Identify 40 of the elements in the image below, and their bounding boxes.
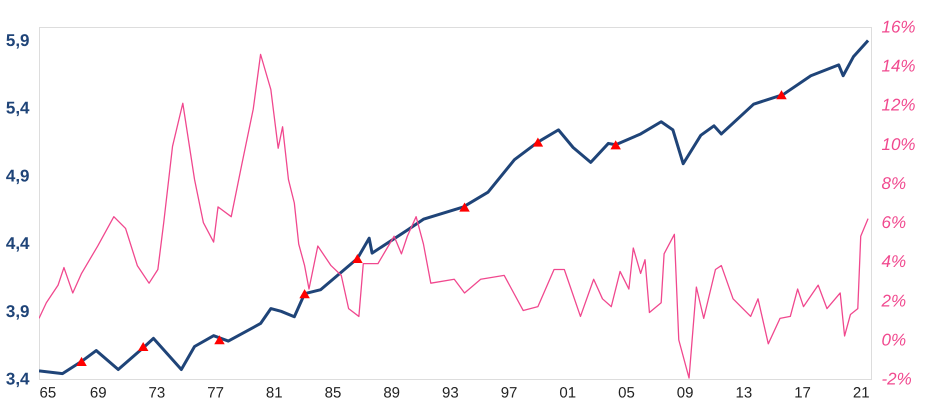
x-tick-label: 73 [148, 384, 166, 400]
x-tick-label: 77 [207, 384, 224, 400]
x-tick-label: 09 [676, 384, 694, 400]
point [610, 140, 621, 150]
y-tick-label: 3,9 [6, 302, 30, 321]
point [459, 202, 470, 212]
point [352, 254, 363, 264]
y2-tick-label: 2% [880, 291, 906, 310]
y-tick-label: 4,9 [6, 166, 30, 186]
x-tick-label: 01 [559, 384, 576, 400]
point [138, 342, 148, 352]
point [776, 90, 787, 100]
y2-tick-label: 12% [882, 96, 916, 115]
x-tick-label: 97 [500, 384, 518, 400]
point [214, 335, 225, 344]
y2-tick-label: 8% [882, 174, 906, 193]
x-tick-label: 65 [40, 384, 56, 400]
x-tick-label: 85 [324, 384, 342, 400]
x-tick-label: 17 [794, 384, 811, 400]
y-tick-label: 3,4 [6, 370, 30, 388]
x-tick-label: 05 [618, 384, 635, 400]
y2-tick-label: -2% [882, 370, 912, 388]
x-tick-label: 81 [266, 384, 283, 400]
y2-tick-label: 14% [882, 56, 916, 76]
y-tick-label: 5,4 [6, 98, 30, 118]
y2-tick-label: 0% [882, 330, 906, 350]
y2-tick-label: 10% [882, 134, 916, 154]
x-tick-label: 69 [90, 384, 107, 400]
point [76, 356, 87, 366]
y2-tick-label: 16% [882, 18, 916, 36]
x-tick-label: 93 [442, 384, 459, 400]
y2-tick-label: 4% [882, 252, 906, 272]
x-tick-label: 21 [852, 384, 870, 400]
y-tick-label: 5,9 [6, 31, 30, 50]
y2-tick-label: 6% [882, 213, 906, 232]
x-tick-label: 13 [735, 384, 752, 400]
point [299, 289, 310, 298]
x-tick-label: 89 [383, 384, 400, 400]
point [532, 138, 544, 147]
y-tick-label: 4,4 [6, 234, 30, 254]
